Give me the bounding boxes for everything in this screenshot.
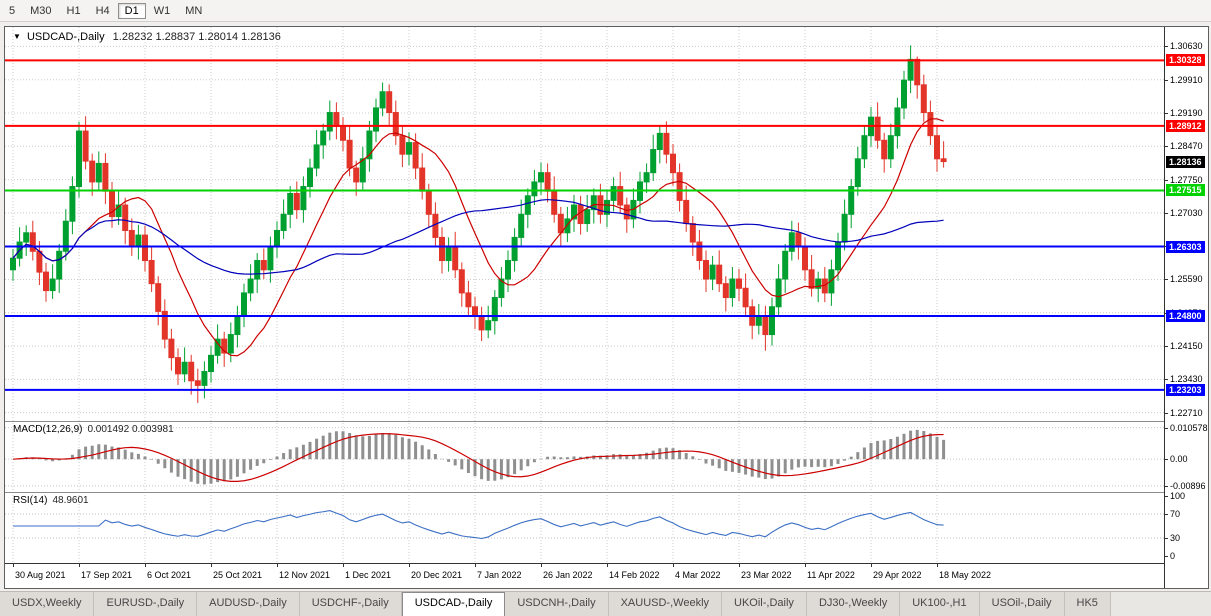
price-line-badge[interactable]: 1.27515: [1166, 184, 1205, 197]
date-label: 18 May 2022: [939, 570, 992, 580]
axis-label: 0: [1170, 551, 1176, 561]
axis-label: 1.23430: [1170, 374, 1203, 385]
axis-label: 100: [1170, 491, 1186, 501]
axis-label: 1.30630: [1170, 41, 1203, 52]
panel-divider[interactable]: [5, 492, 1208, 493]
axis-label: 1.24150: [1170, 341, 1203, 352]
date-label: 7 Jan 2022: [477, 570, 522, 580]
axis-label: 1.28470: [1170, 141, 1203, 152]
rsi-value: 48.9601: [52, 495, 89, 506]
date-label: 11 Apr 2022: [807, 570, 855, 580]
timeframe-button-m30[interactable]: M30: [30, 4, 52, 17]
timeframe-button-d1[interactable]: D1: [117, 2, 146, 19]
chart-tab[interactable]: EURUSD-,Daily: [94, 592, 198, 616]
date-label: 25 Oct 2021: [213, 570, 263, 580]
macd-name: MACD(12,26,9): [13, 424, 83, 435]
axis-label: 0.00: [1170, 454, 1188, 465]
chart-tab[interactable]: USOil-,Daily: [979, 592, 1065, 616]
timeframe-button-h1[interactable]: H1: [66, 4, 81, 17]
chart-window: ▼ USDCAD-,Daily 1.28232 1.28837 1.28014 …: [4, 26, 1209, 589]
chart-tab[interactable]: USDCNH-,Daily: [505, 592, 609, 616]
timeframe-buttons: 5 M30 H1 H4 D1 W1 MN: [2, 2, 209, 19]
price-axis[interactable]: 1.30630 1.29910 1.29190 1.28470 1.27750 1.270…: [1164, 27, 1208, 588]
date-label: 30 Aug 2021: [15, 570, 66, 580]
chart-tab[interactable]: DJ30-,Weekly: [806, 592, 901, 616]
axis-label: -0.00896: [1170, 480, 1206, 491]
timeframe-button-5[interactable]: 5: [9, 4, 16, 17]
date-label: 12 Nov 2021: [279, 570, 331, 580]
chart-tab[interactable]: USDCHF-,Daily: [299, 592, 402, 616]
axis-label: 70: [1170, 509, 1181, 519]
date-label: 26 Jan 2022: [543, 570, 593, 580]
timeframe-button-mn[interactable]: MN: [185, 4, 203, 17]
price-line-badge[interactable]: 1.28912: [1166, 119, 1205, 132]
axis-label: 1.29910: [1170, 74, 1203, 85]
axis-label: 1.22710: [1170, 407, 1203, 418]
macd-values: 0.001492 0.003981: [87, 424, 174, 435]
panel-divider[interactable]: [5, 421, 1208, 422]
chart-tab[interactable]: HK5: [1064, 592, 1111, 616]
chart-tab[interactable]: UK100-,H1: [900, 592, 980, 616]
axis-label: 1.27030: [1170, 207, 1203, 218]
axis-label: 30: [1170, 533, 1181, 543]
date-label: 14 Feb 2022: [609, 570, 660, 580]
axis-label: 1.25590: [1170, 274, 1203, 285]
timeframe-button-w1[interactable]: W1: [153, 4, 171, 17]
chart-tab[interactable]: XAUUSD-,Weekly: [608, 592, 723, 616]
chart-tab[interactable]: AUDUSD-,Daily: [197, 592, 300, 616]
axis-label: 0.010578: [1170, 422, 1208, 433]
chart-tab[interactable]: UKOil-,Daily: [722, 592, 807, 616]
price-line-badge[interactable]: 1.24800: [1166, 310, 1205, 323]
axis-label: 1.29190: [1170, 108, 1203, 118]
chart-tab[interactable]: USDX,Weekly: [0, 592, 95, 616]
chart-tab[interactable]: USDCAD-,Daily: [401, 592, 506, 616]
price-line-badge[interactable]: 1.30328: [1166, 54, 1205, 67]
macd-indicator-label: MACD(12,26,9) 0.001492 0.003981: [13, 424, 174, 435]
date-label: 29 Apr 2022: [873, 570, 922, 580]
price-line-badge[interactable]: 1.23203: [1166, 383, 1205, 396]
price-chart-canvas[interactable]: [5, 27, 1164, 563]
axis-label: 1.27750: [1170, 174, 1203, 185]
rsi-indicator-label: RSI(14) 48.9601: [13, 495, 89, 506]
date-label: 4 Mar 2022: [675, 570, 721, 580]
date-label: 17 Sep 2021: [81, 570, 133, 580]
chart-tabs: USDX,Weekly EURUSD-,Daily AUDUSD-,Daily USD…: [0, 592, 1211, 616]
timeframe-button-h4[interactable]: H4: [95, 4, 110, 17]
chart-symbol-label: USDCAD-,Daily: [26, 31, 105, 43]
chart-dropdown-icon[interactable]: ▼: [13, 32, 21, 41]
chart-header: ▼ USDCAD-,Daily 1.28232 1.28837 1.28014 …: [13, 31, 281, 43]
timeframe-toolbar: 5 M30 H1 H4 D1 W1 MN: [0, 0, 1211, 22]
rsi-name: RSI(14): [13, 495, 48, 506]
price-line-badge[interactable]: 1.28136: [1166, 155, 1205, 168]
panel-divider: [5, 563, 1208, 564]
time-axis[interactable]: 30 Aug 2021 17 Sep 2021 6 Oct 2021 25 Oct 2…: [5, 564, 1164, 587]
chart-tabbar: USDX,Weekly EURUSD-,Daily AUDUSD-,Daily USD…: [0, 591, 1211, 616]
date-label: 6 Oct 2021: [147, 570, 192, 580]
date-label: 20 Dec 2021: [411, 570, 463, 580]
price-line-badge[interactable]: 1.26303: [1166, 240, 1205, 253]
date-label: 23 Mar 2022: [741, 570, 792, 580]
date-label: 1 Dec 2021: [345, 570, 392, 580]
chart-ohlc-values: 1.28232 1.28837 1.28014 1.28136: [112, 31, 281, 43]
